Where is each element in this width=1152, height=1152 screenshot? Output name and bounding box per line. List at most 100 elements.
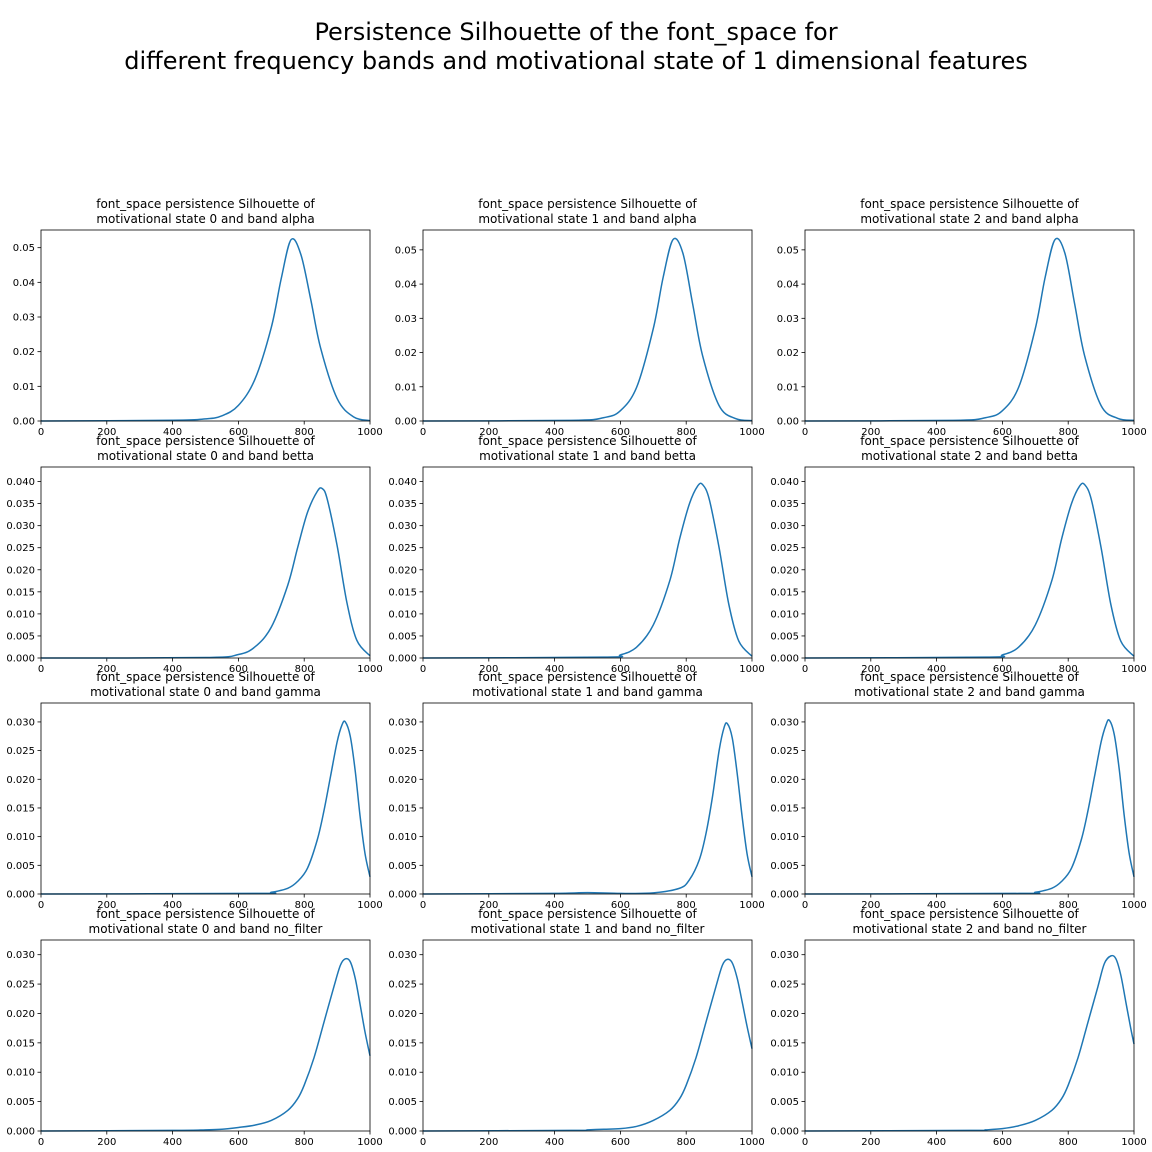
plot-frame xyxy=(804,702,1135,895)
y-tick-label: 0.015 xyxy=(388,1038,417,1049)
x-tick-label: 800 xyxy=(1059,664,1078,675)
x-tick-label: 0 xyxy=(420,664,426,675)
x-tick-label: 0 xyxy=(38,664,44,675)
y-tick-label: 0.02 xyxy=(13,347,35,358)
x-tick-label: 400 xyxy=(163,1137,182,1148)
y-tick-label: 0.025 xyxy=(6,746,35,757)
y-tick-label: 0.015 xyxy=(6,587,35,598)
x-tick-label: 600 xyxy=(229,900,248,911)
series-line xyxy=(40,720,371,895)
x-tick-label: 600 xyxy=(993,1137,1012,1148)
x-tick-label: 0 xyxy=(420,427,426,438)
x-tick-label: 0 xyxy=(802,1137,808,1148)
y-tick-label: 0.015 xyxy=(770,587,799,598)
y-tick-label: 0.005 xyxy=(388,861,417,872)
y-tick-label: 0.000 xyxy=(6,890,35,901)
subplot-title-line-2: motivational state 0 and band alpha xyxy=(96,212,314,226)
subplot-7: font_space persistence Silhouette ofmoti… xyxy=(6,670,382,911)
y-tick-label: 0.015 xyxy=(770,1038,799,1049)
y-tick-label: 0.015 xyxy=(6,1038,35,1049)
x-tick-label: 1000 xyxy=(357,664,382,675)
x-tick-label: 400 xyxy=(927,1137,946,1148)
x-tick-label: 400 xyxy=(163,427,182,438)
x-tick-label: 200 xyxy=(479,427,498,438)
x-tick-label: 0 xyxy=(802,900,808,911)
x-tick-label: 600 xyxy=(611,664,630,675)
y-tick-label: 0.020 xyxy=(6,565,35,576)
y-tick-label: 0.030 xyxy=(770,717,799,728)
x-tick-label: 200 xyxy=(97,427,116,438)
plot-frame xyxy=(422,939,753,1132)
x-tick-label: 800 xyxy=(295,900,314,911)
series-line xyxy=(422,722,753,895)
y-tick-label: 0.005 xyxy=(388,1097,417,1108)
y-tick-label: 0.000 xyxy=(388,654,417,665)
x-tick-label: 600 xyxy=(611,1137,630,1148)
x-tick-label: 200 xyxy=(479,664,498,675)
x-tick-label: 600 xyxy=(229,664,248,675)
x-tick-label: 200 xyxy=(479,900,498,911)
y-tick-label: 0.030 xyxy=(6,717,35,728)
series-line xyxy=(804,237,1135,422)
x-tick-label: 800 xyxy=(677,900,696,911)
y-tick-label: 0.020 xyxy=(770,565,799,576)
y-tick-label: 0.020 xyxy=(6,775,35,786)
plot-frame xyxy=(422,466,753,659)
plot-frame xyxy=(804,466,1135,659)
x-tick-label: 0 xyxy=(802,664,808,675)
subplot-title-line-2: motivational state 2 and band betta xyxy=(861,449,1078,463)
subplot-title-line-2: motivational state 0 and band betta xyxy=(97,449,314,463)
y-tick-label: 0.020 xyxy=(388,565,417,576)
y-tick-label: 0.035 xyxy=(388,499,417,510)
subplot-3: font_space persistence Silhouette ofmoti… xyxy=(777,197,1147,438)
subplot-5: font_space persistence Silhouette ofmoti… xyxy=(388,434,764,675)
x-tick-label: 200 xyxy=(861,427,880,438)
subplot-title-line-1: font_space persistence Silhouette of xyxy=(860,670,1079,684)
y-tick-label: 0.03 xyxy=(777,314,799,325)
y-tick-label: 0.00 xyxy=(395,417,417,428)
y-tick-label: 0.000 xyxy=(388,890,417,901)
subplot-8: font_space persistence Silhouette ofmoti… xyxy=(388,670,764,911)
y-tick-label: 0.05 xyxy=(395,245,417,256)
y-tick-label: 0.040 xyxy=(770,477,799,488)
x-tick-label: 0 xyxy=(38,1137,44,1148)
x-tick-label: 1000 xyxy=(1121,900,1146,911)
subplot-title-line-1: font_space persistence Silhouette of xyxy=(478,907,697,921)
x-tick-label: 600 xyxy=(611,427,630,438)
x-tick-label: 400 xyxy=(545,1137,564,1148)
y-tick-label: 0.02 xyxy=(777,348,799,359)
x-tick-label: 600 xyxy=(229,1137,248,1148)
series-line xyxy=(422,958,753,1132)
subplot-title-line-1: font_space persistence Silhouette of xyxy=(96,434,315,448)
x-tick-label: 200 xyxy=(479,1137,498,1148)
y-tick-label: 0.015 xyxy=(6,803,35,814)
x-tick-label: 0 xyxy=(802,427,808,438)
x-tick-label: 800 xyxy=(295,664,314,675)
subplot-title-line-2: motivational state 2 and band gamma xyxy=(854,685,1085,699)
series-line xyxy=(804,954,1135,1132)
x-tick-label: 600 xyxy=(611,900,630,911)
plot-frame xyxy=(422,229,753,422)
y-tick-label: 0.010 xyxy=(770,832,799,843)
y-tick-label: 0.01 xyxy=(395,382,417,393)
y-tick-label: 0.030 xyxy=(6,521,35,532)
series-line xyxy=(422,482,753,659)
subplot-title-line-2: motivational state 1 and band no_filter xyxy=(471,922,705,936)
y-tick-label: 0.03 xyxy=(395,314,417,325)
y-tick-label: 0.010 xyxy=(6,1068,35,1079)
x-tick-label: 600 xyxy=(993,427,1012,438)
y-tick-label: 0.000 xyxy=(6,654,35,665)
y-tick-label: 0.000 xyxy=(388,1127,417,1138)
x-tick-label: 1000 xyxy=(1121,427,1146,438)
y-tick-label: 0.000 xyxy=(770,890,799,901)
y-tick-label: 0.025 xyxy=(6,543,35,554)
y-tick-label: 0.005 xyxy=(770,861,799,872)
series-line xyxy=(422,237,753,422)
x-tick-label: 800 xyxy=(1059,427,1078,438)
series-line xyxy=(40,487,371,659)
y-tick-label: 0.015 xyxy=(388,587,417,598)
y-tick-label: 0.005 xyxy=(6,631,35,642)
x-tick-label: 800 xyxy=(1059,900,1078,911)
y-tick-label: 0.05 xyxy=(777,245,799,256)
